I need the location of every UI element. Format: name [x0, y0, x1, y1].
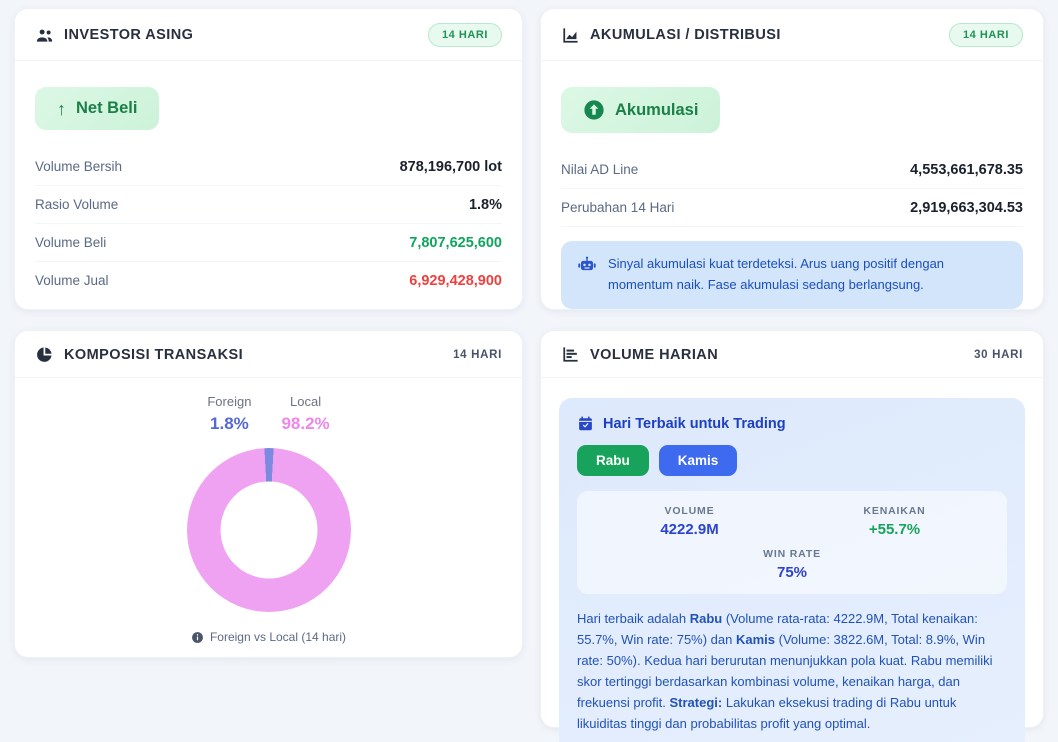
stat-value: 4222.9M — [660, 521, 719, 538]
stat-value: 75% — [776, 564, 808, 581]
card-title: VOLUME HARIAN — [590, 346, 719, 363]
right-column: AKUMULASI / DISTRIBUSI 14 HARI Akumulasi… — [540, 8, 1044, 742]
card-title: INVESTOR ASING — [64, 27, 194, 43]
period-label: 14 HARI — [453, 348, 502, 361]
metric-label: Volume Bersih — [35, 159, 123, 174]
best-day-stats: VOLUME 4222.9M KENAIKAN +55.7% WIN RATE … — [577, 491, 1007, 594]
arrow-up-icon: ↑ — [57, 98, 66, 119]
card-akumulasi-header: AKUMULASI / DISTRIBUSI 14 HARI — [541, 9, 1043, 61]
card-volume-harian: VOLUME HARIAN 30 HARI Hari Terbaik untuk… — [540, 330, 1044, 742]
robot-icon — [577, 255, 597, 275]
card-komposisi-transaksi: KOMPOSISI TRANSAKSI 14 HARI Foreign 1.8%… — [14, 330, 523, 658]
period-label: 30 HARI — [974, 348, 1023, 361]
card-volume-header: VOLUME HARIAN 30 HARI — [541, 331, 1043, 378]
period-badge: 14 HARI — [948, 23, 1023, 47]
users-icon — [35, 26, 54, 45]
stat-win-rate: WIN RATE 75% — [587, 548, 997, 581]
pie-chart-icon — [35, 345, 54, 364]
metric-value: 878,196,700 lot — [399, 158, 502, 175]
best-day-title-row: Hari Terbaik untuk Trading — [577, 415, 1007, 432]
metric-label: Volume Jual — [35, 273, 109, 288]
stat-volume: VOLUME 4222.9M — [587, 505, 792, 538]
stat-value: +55.7% — [868, 521, 921, 538]
akumulasi-metrics: Nilai AD Line 4,553,661,678.35 Perubahan… — [561, 151, 1023, 227]
metric-label: Rasio Volume — [35, 197, 119, 212]
card-investor-asing: INVESTOR ASING 14 HARI ↑ Net Beli Volume… — [14, 8, 523, 310]
investor-metrics: Volume Bersih 878,196,700 lot Rasio Volu… — [35, 148, 502, 299]
net-beli-chip: ↑ Net Beli — [35, 87, 160, 130]
stat-label: VOLUME — [664, 505, 715, 517]
circle-arrow-up-icon — [583, 99, 605, 121]
metric-label: Nilai AD Line — [561, 162, 639, 177]
donut-legend: Foreign 1.8% Local 98.2% — [207, 394, 329, 434]
metric-value: 6,929,428,900 — [409, 272, 502, 289]
metric-value: 7,807,625,600 — [409, 234, 502, 251]
metric-row: Volume Jual 6,929,428,900 — [35, 262, 502, 299]
legend-label: Foreign — [207, 394, 252, 409]
card-title: AKUMULASI / DISTRIBUSI — [590, 27, 781, 43]
day-button-rabu[interactable]: Rabu — [577, 445, 649, 476]
metric-value: 4,553,661,678.35 — [910, 161, 1023, 178]
legend-value: 1.8% — [210, 414, 249, 433]
legend-item-local: Local 98.2% — [281, 394, 329, 434]
metric-value: 2,919,663,304.53 — [910, 199, 1023, 216]
metric-label: Perubahan 14 Hari — [561, 200, 675, 215]
card-investor-header: INVESTOR ASING 14 HARI — [15, 9, 522, 61]
stat-label: WIN RATE — [763, 548, 821, 560]
stat-label: KENAIKAN — [863, 505, 926, 517]
card-komposisi-header: KOMPOSISI TRANSAKSI 14 HARI — [15, 331, 522, 378]
metric-row: Volume Bersih 878,196,700 lot — [35, 148, 502, 186]
left-column: INVESTOR ASING 14 HARI ↑ Net Beli Volume… — [14, 8, 523, 658]
bar-chart-icon — [561, 345, 580, 364]
metric-row: Rasio Volume 1.8% — [35, 186, 502, 224]
net-beli-label: Net Beli — [76, 99, 138, 117]
signal-info-box: Sinyal akumulasi kuat terdeteksi. Arus u… — [561, 241, 1023, 309]
info-icon — [191, 631, 204, 644]
metric-row: Perubahan 14 Hari 2,919,663,304.53 — [561, 189, 1023, 227]
day-button-kamis[interactable]: Kamis — [658, 445, 738, 476]
analysis-text: Hari terbaik adalah Rabu (Volume rata-ra… — [577, 611, 993, 732]
legend-value: 98.2% — [281, 414, 330, 433]
best-day-title: Hari Terbaik untuk Trading — [603, 415, 786, 432]
akumulasi-chip: Akumulasi — [561, 87, 721, 133]
best-day-buttons: Rabu Kamis — [577, 445, 1007, 476]
metric-label: Volume Beli — [35, 235, 107, 250]
caption-text: Foreign vs Local (14 hari) — [209, 630, 347, 644]
metric-row: Volume Beli 7,807,625,600 — [35, 224, 502, 262]
akumulasi-label: Akumulasi — [615, 100, 699, 119]
card-akumulasi-distribusi: AKUMULASI / DISTRIBUSI 14 HARI Akumulasi… — [540, 8, 1044, 310]
metric-value: 1.8% — [468, 196, 502, 213]
signal-text: Sinyal akumulasi kuat terdeteksi. Arus u… — [608, 256, 945, 292]
area-chart-icon — [561, 26, 580, 45]
donut-chart — [186, 448, 351, 612]
legend-label: Local — [290, 394, 322, 409]
period-badge: 14 HARI — [427, 23, 502, 47]
stat-kenaikan: KENAIKAN +55.7% — [792, 505, 997, 538]
legend-item-foreign: Foreign 1.8% — [207, 394, 251, 434]
card-title: KOMPOSISI TRANSAKSI — [64, 346, 244, 363]
chart-caption: Foreign vs Local (14 hari) — [191, 630, 346, 644]
best-day-panel: Hari Terbaik untuk Trading Rabu Kamis VO… — [559, 398, 1025, 742]
metric-row: Nilai AD Line 4,553,661,678.35 — [561, 151, 1023, 189]
calendar-icon — [577, 415, 594, 432]
